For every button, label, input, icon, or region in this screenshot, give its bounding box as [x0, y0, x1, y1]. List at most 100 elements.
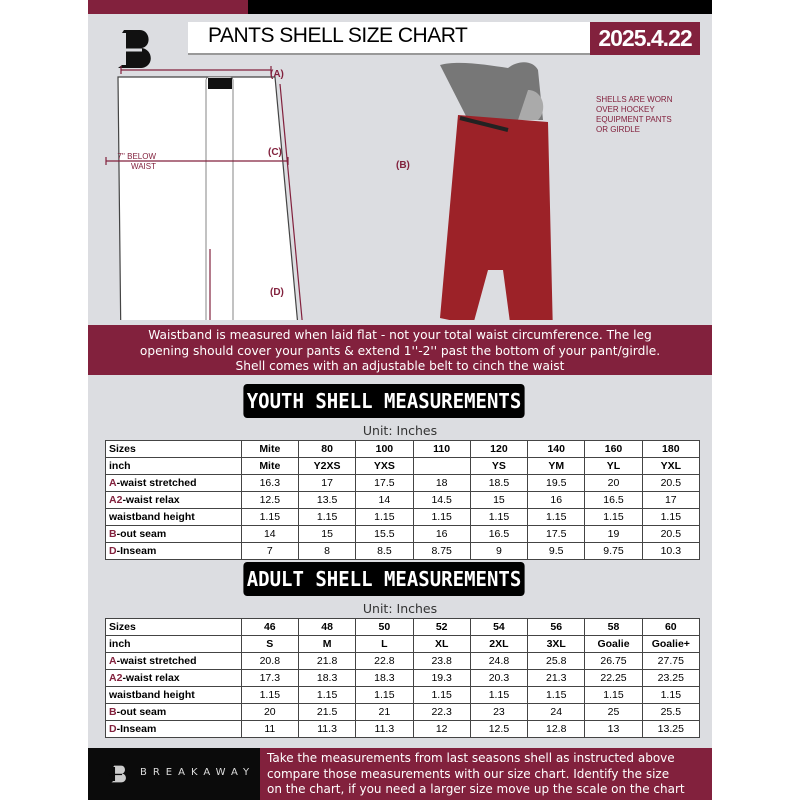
table-row: Sizes 46 48 50 52 54 56 58 60 — [105, 618, 701, 636]
table-cell: 20.5 — [641, 474, 701, 492]
row-label-prefix: D — [109, 545, 117, 557]
table-cell: 17.5 — [355, 474, 414, 492]
table-cell: 1.15 — [355, 686, 414, 704]
row-label-text: Sizes — [109, 621, 136, 633]
table-cell: YS — [469, 457, 529, 475]
top-bar — [248, 0, 712, 14]
table-row: waistband height 1.15 1.15 1.15 1.15 1.15 1.15… — [105, 686, 701, 704]
table-cell — [412, 457, 471, 475]
table-row: inch S M L XL 2XL 3XL Goalie Goalie+ — [105, 635, 701, 653]
table-cell: 15.5 — [355, 525, 414, 543]
table-row: A2-waist relax 12.5 13.5 14 14.5 15 16 16.5 17 — [105, 491, 701, 509]
row-label-text: Sizes — [109, 443, 136, 455]
table-cell: 12.5 — [469, 720, 529, 738]
row-label-text: -waist relax — [122, 672, 180, 684]
table-cell: 11.3 — [355, 720, 414, 738]
table-cell: 22.3 — [412, 703, 471, 721]
table-cell: 1.15 — [584, 686, 643, 704]
table-cell: 18.3 — [297, 669, 357, 687]
table-cell: 13.25 — [641, 720, 701, 738]
youth-unit-label: Unit: Inches — [362, 423, 438, 438]
row-label-text: waistband height — [109, 511, 195, 523]
table-cell: 23.25 — [641, 669, 701, 687]
table-cell: 1.15 — [240, 686, 299, 704]
table-cell: 18 — [412, 474, 471, 492]
table-row: B-out seam 20 21.5 21 22.3 23 24 25 25.5 — [105, 703, 701, 721]
row-label-text: -waist relax — [122, 494, 180, 506]
table-cell: 26.75 — [584, 652, 643, 670]
brand-name: BREAKAWAY — [140, 767, 256, 778]
photo-note-line: OR GIRDLE — [596, 125, 641, 134]
row-label: inch — [105, 457, 242, 475]
table-cell: S — [240, 635, 299, 653]
table-cell: 1.15 — [584, 508, 643, 526]
banner-line: Waistband is measured when laid flat - n… — [148, 328, 652, 342]
table-cell: 25.5 — [641, 703, 701, 721]
table-cell: 1.15 — [527, 686, 586, 704]
table-cell: 21.5 — [297, 703, 357, 721]
table-cell: 23 — [469, 703, 529, 721]
table-cell: 25 — [584, 703, 643, 721]
table-cell: 17.5 — [527, 525, 586, 543]
row-label: inch — [105, 635, 242, 653]
table-cell: 1.15 — [469, 686, 529, 704]
table-cell: 110 — [412, 440, 471, 458]
table-cell: 20 — [584, 474, 643, 492]
table-cell: Goalie+ — [641, 635, 701, 653]
photo-note: SHELLS ARE WORN OVER HOCKEY EQUIPMENT PA… — [596, 95, 672, 135]
table-cell: 1.15 — [297, 508, 357, 526]
table-cell: 52 — [412, 618, 471, 636]
banner-line: opening should cover your pants & extend… — [139, 343, 661, 358]
table-cell: YL — [584, 457, 643, 475]
adult-section-title: ADULT SHELL MEASUREMENTS — [243, 562, 525, 596]
table-cell: 50 — [355, 618, 414, 636]
table-cell: 2XL — [469, 635, 529, 653]
table-cell: 54 — [469, 618, 529, 636]
table-cell: 9.75 — [584, 542, 643, 560]
banner-line: Shell comes with an adjustable belt to c… — [235, 359, 565, 373]
table-cell: 1.15 — [527, 508, 586, 526]
table-cell: 12.8 — [527, 720, 586, 738]
size-chart-page: PANTS SHELL SIZE CHART 2025.4.22 (A) (C)… — [88, 0, 712, 800]
table-cell: 17 — [641, 491, 701, 509]
row-label-prefix: B — [109, 706, 117, 718]
table-cell: 27.75 — [641, 652, 701, 670]
table-row: inch Mite Y2XS YXS YS YM YL YXL — [105, 457, 701, 475]
label-a: (A) — [270, 69, 284, 80]
c-note-line: 7'' BELOW — [117, 152, 156, 161]
table-cell: 25.8 — [527, 652, 586, 670]
measurement-note-banner: Waistband is measured when laid flat - n… — [88, 325, 712, 375]
table-cell: 20.5 — [641, 525, 701, 543]
row-label-prefix: B — [109, 528, 117, 540]
table-cell: 11 — [240, 720, 299, 738]
table-cell: 18.3 — [355, 669, 414, 687]
table-row: A2-waist relax 17.3 18.3 18.3 19.3 20.3 21.3 22… — [105, 669, 701, 687]
label-c: (C) — [268, 147, 282, 158]
table-cell: 3XL — [527, 635, 586, 653]
row-label-text: inch — [109, 460, 131, 472]
footer-instructions: Take the measurements from last seasons … — [260, 748, 712, 800]
row-label-text: -out seam — [116, 706, 167, 718]
table-cell: 15 — [297, 525, 357, 543]
row-label-text: -Inseam — [116, 545, 157, 557]
photo-note-line: EQUIPMENT PANTS — [596, 115, 672, 124]
footer-line: on the chart, if you need a larger size … — [267, 782, 685, 796]
row-label-prefix: D — [109, 723, 117, 735]
table-cell: 16 — [412, 525, 471, 543]
table-row: waistband height 1.15 1.15 1.15 1.15 1.15 1.15… — [105, 508, 701, 526]
table-cell: 17 — [297, 474, 357, 492]
table-cell: 1.15 — [297, 686, 357, 704]
breakaway-logo-icon — [112, 30, 151, 68]
table-cell: YM — [527, 457, 586, 475]
row-label: waistband height — [105, 508, 242, 526]
row-label-text: waistband height — [109, 689, 195, 701]
table-cell: Mite — [240, 440, 299, 458]
row-label: D-Inseam — [105, 720, 242, 738]
table-cell: 14 — [355, 491, 414, 509]
table-cell: L — [355, 635, 414, 653]
table-cell: 58 — [584, 618, 643, 636]
table-cell: 80 — [297, 440, 357, 458]
table-cell: 19.3 — [412, 669, 471, 687]
c-note-line: WAIST — [130, 162, 156, 171]
row-label-text: -Inseam — [116, 723, 157, 735]
